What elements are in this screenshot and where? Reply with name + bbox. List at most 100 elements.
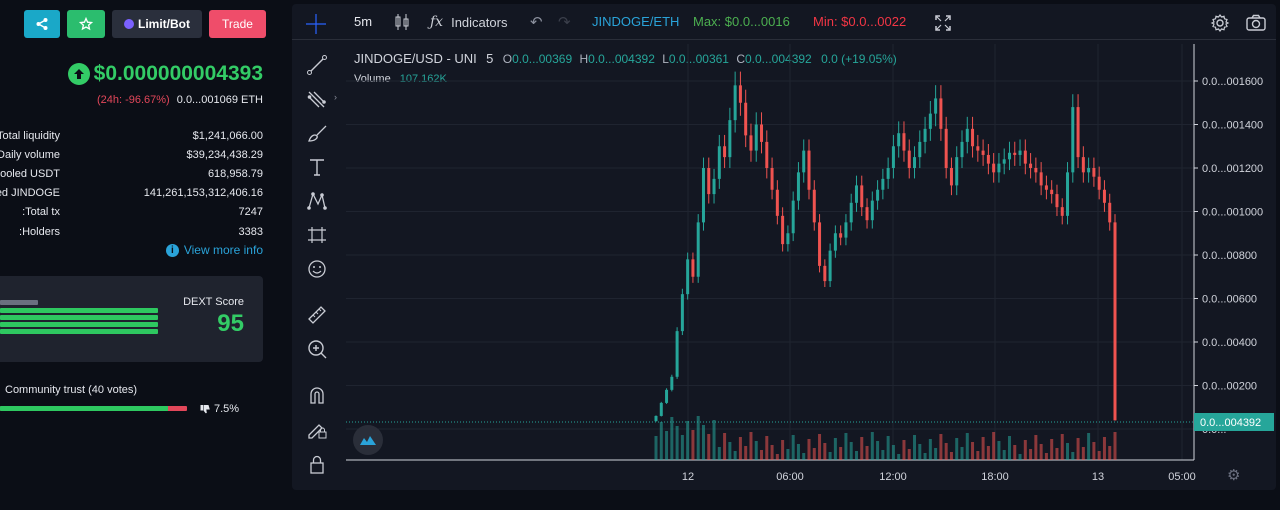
share-button[interactable]	[24, 10, 60, 38]
volume-bar	[870, 432, 874, 460]
y-tick-label: 0.0...00800	[1202, 250, 1257, 262]
stat-label: Total liquidity:	[0, 129, 60, 142]
smiley-icon	[308, 260, 326, 278]
trade-button[interactable]: Trade	[209, 10, 266, 38]
volume-legend: Volume 107.162K	[354, 73, 447, 85]
dext-score-value: 95	[217, 310, 244, 337]
lock-tool[interactable]	[304, 452, 330, 478]
volume-bar	[665, 431, 669, 460]
volume-bar	[965, 433, 969, 460]
volume-bar	[1018, 454, 1022, 460]
indicators-label: Indicators	[451, 14, 508, 30]
volume-bar	[1108, 446, 1112, 460]
fib-tool[interactable]	[304, 86, 330, 112]
info-icon: i	[165, 243, 179, 257]
limit-bot-button[interactable]: Limit/Bot	[112, 10, 202, 38]
stat-label: Total tx:	[22, 206, 60, 219]
indicators-button[interactable]: ƒx Indicators	[430, 14, 507, 30]
volume-bar	[1023, 440, 1027, 460]
lock-drawings-tool[interactable]	[304, 416, 330, 442]
trendline-icon	[307, 55, 327, 75]
interval-button[interactable]: 5m	[354, 14, 373, 29]
candle-body	[712, 178, 716, 195]
redo-icon[interactable]: ↷	[558, 14, 571, 31]
candle-body	[986, 154, 990, 164]
y-tick-label: 0.0...00400	[1202, 337, 1257, 349]
low-label: L	[662, 52, 669, 66]
volume-bar	[717, 447, 721, 460]
volume-bar	[654, 436, 658, 460]
candle-body	[1007, 152, 1011, 160]
volume-bar	[1002, 450, 1006, 460]
volume-bar	[865, 446, 869, 460]
max-price: Max: $0.0...0016	[693, 14, 790, 29]
volume-bar	[934, 448, 938, 460]
favorite-button[interactable]	[67, 10, 105, 38]
chart-type-button[interactable]	[394, 13, 410, 34]
candle-body	[971, 128, 975, 147]
candle-body	[944, 128, 948, 168]
settings-button[interactable]	[1210, 13, 1230, 36]
volume-bar	[1092, 442, 1096, 460]
high-value: 0.0...004392	[588, 52, 655, 66]
volume-bar	[897, 454, 901, 460]
view-more-info-link[interactable]: i View more info	[165, 243, 263, 257]
candle-body	[839, 233, 843, 238]
volume-bar	[791, 435, 795, 460]
candle-body	[1081, 157, 1085, 173]
volume-bar	[849, 442, 853, 460]
undo-icon[interactable]: ↶	[530, 14, 543, 31]
stat-label: Pooled JINDOGE:	[0, 187, 60, 200]
expand-toolbar-icon[interactable]: ›	[334, 92, 337, 102]
candle-body	[760, 124, 764, 142]
dext-bar	[0, 300, 38, 305]
candle-body	[1002, 159, 1006, 164]
brush-tool[interactable]	[304, 120, 330, 146]
volume-bar	[944, 443, 948, 460]
dext-score-label: DEXT Score	[183, 296, 244, 308]
crosshair-tool[interactable]	[304, 12, 328, 36]
measure-tool[interactable]	[304, 302, 330, 328]
candle-body	[1097, 176, 1101, 190]
candle-body	[670, 376, 674, 390]
open-label: O	[502, 52, 513, 66]
logo-badge[interactable]	[353, 425, 383, 455]
candle-body	[1076, 107, 1080, 158]
snapshot-button[interactable]	[1245, 13, 1267, 36]
volume-bar	[754, 441, 758, 460]
volume-bar	[812, 448, 816, 460]
open-value: 0.0...00369	[512, 52, 573, 66]
emoji-tool[interactable]	[304, 256, 330, 282]
volume-bar	[949, 452, 953, 460]
candle-body	[918, 141, 922, 158]
volume-bar	[1034, 435, 1038, 460]
volume-bar	[728, 442, 732, 460]
candle-body	[913, 157, 917, 168]
volume-bar	[986, 446, 990, 460]
candle-body	[812, 189, 816, 223]
price-change: (24h: -96.67%) 0.0...001069 ETH	[97, 94, 263, 106]
trust-negative[interactable]: 7.5%	[199, 403, 239, 415]
y-tick-label: 0.0...001600	[1202, 76, 1263, 88]
change-value: 0.0 (+19.05%)	[821, 52, 897, 66]
volume-bar	[712, 420, 716, 460]
stat-label: Daily volume:	[0, 148, 60, 161]
candle-body	[1066, 172, 1070, 216]
volume-bar	[913, 435, 917, 460]
stat-value: 618,958.79	[207, 167, 263, 180]
trendline-tool[interactable]	[304, 52, 330, 78]
pattern-tool[interactable]	[304, 188, 330, 214]
candle-body	[1108, 202, 1112, 223]
close-label: C	[736, 52, 745, 66]
prediction-tool[interactable]	[304, 222, 330, 248]
text-tool[interactable]	[304, 154, 330, 180]
dext-bar	[0, 315, 158, 320]
candle-body	[891, 146, 895, 168]
fullscreen-button[interactable]	[934, 14, 952, 35]
cloud-icon	[360, 436, 376, 445]
magnet-icon	[310, 387, 324, 404]
gear-small-icon[interactable]: ⚙	[1227, 467, 1241, 484]
magnet-tool[interactable]	[304, 382, 330, 408]
zoom-in-tool[interactable]	[304, 336, 330, 362]
candle-body	[733, 85, 737, 121]
